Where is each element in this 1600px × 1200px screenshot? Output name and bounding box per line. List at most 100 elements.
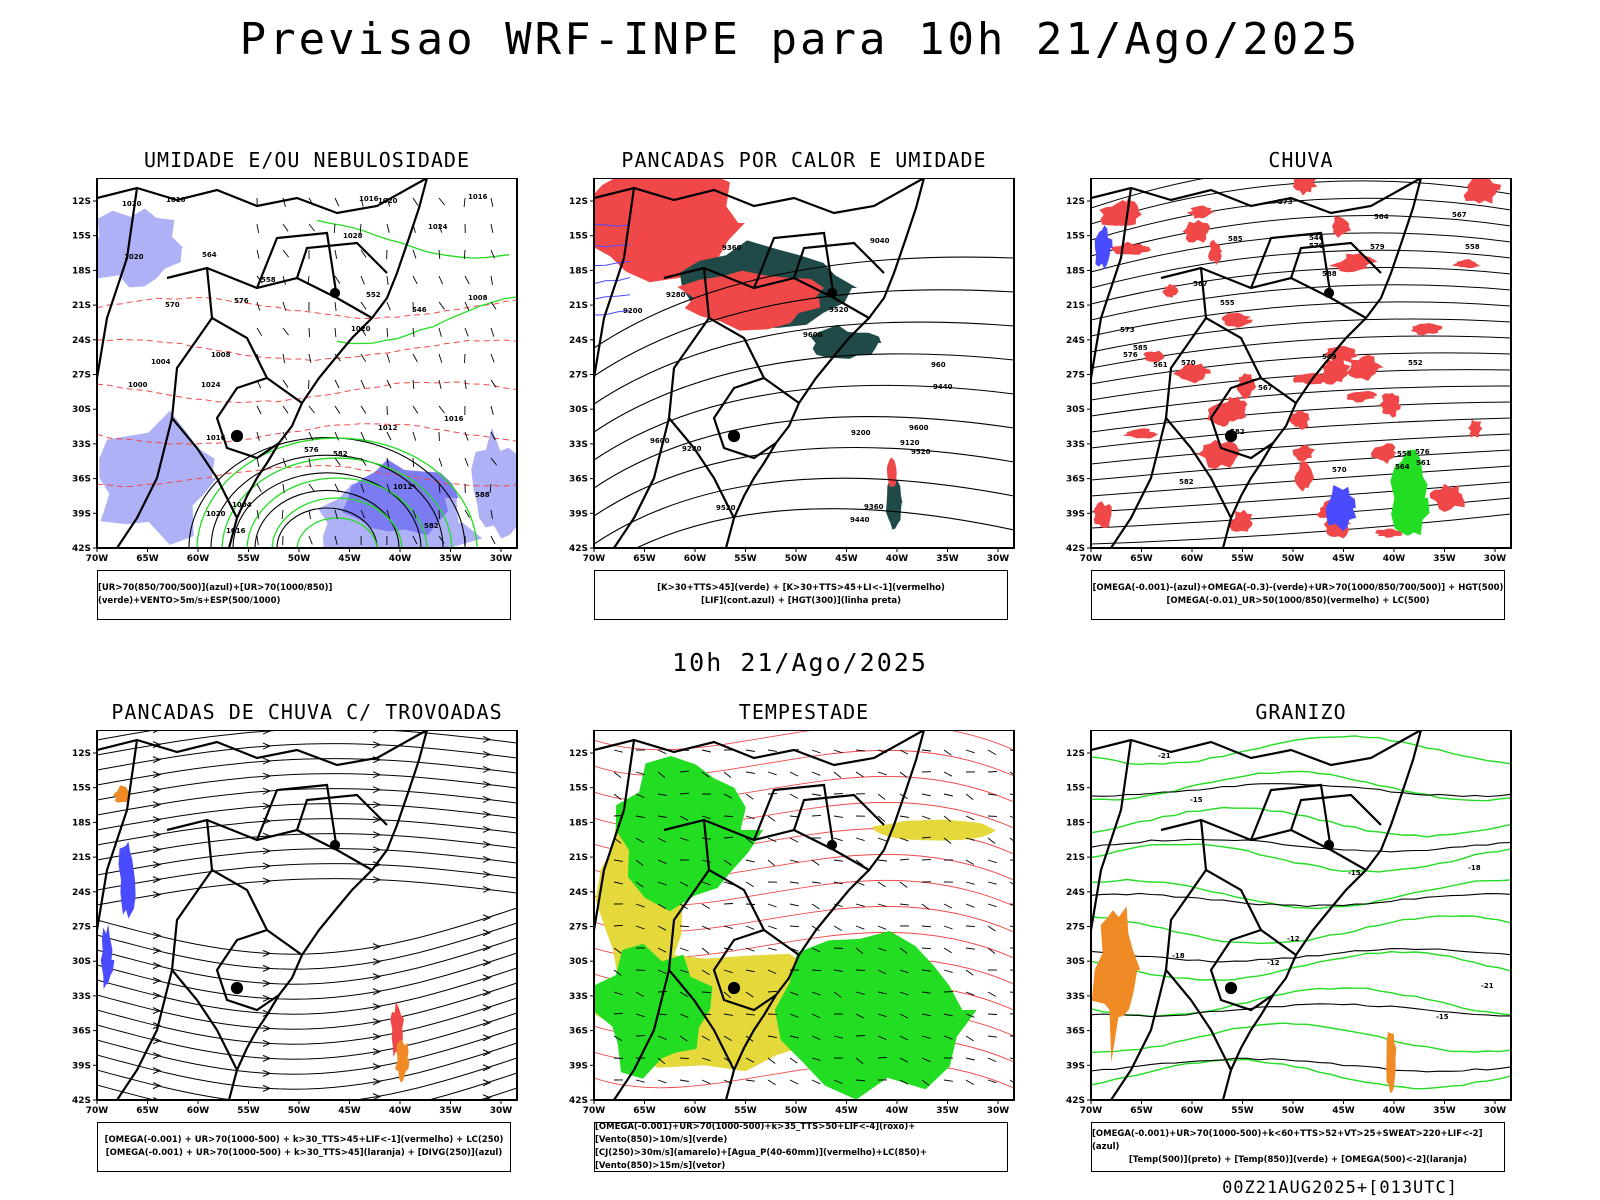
- wind-vector: [899, 1035, 909, 1041]
- lon-label: 60W: [684, 554, 707, 564]
- contour-label: 579: [1370, 243, 1385, 251]
- wind-vector: [657, 771, 666, 778]
- wind-vector: [613, 859, 623, 862]
- streamline-arrow: [482, 810, 492, 818]
- contour-label: -21: [1481, 982, 1494, 990]
- lake: [329, 839, 341, 851]
- border-line: [97, 730, 428, 767]
- shaded-area: [471, 427, 517, 539]
- border-line: [295, 241, 388, 279]
- streamline-arrow: [372, 846, 382, 854]
- wind-vector: [701, 815, 711, 820]
- wind-vector: [438, 405, 445, 414]
- lat-label: 30S: [569, 405, 588, 415]
- wind-vector: [745, 969, 755, 973]
- streamline-arrow: [262, 742, 272, 750]
- wind-vector: [855, 1013, 865, 1019]
- streamline: [97, 937, 517, 985]
- streamline-arrow: [152, 1097, 160, 1100]
- wind-vector: [723, 991, 732, 999]
- wind-vector: [745, 859, 755, 863]
- wind-vector: [745, 947, 755, 952]
- rain-area: [1467, 419, 1483, 438]
- green-contour: [196, 437, 478, 548]
- lon-label: 55W: [237, 1106, 260, 1116]
- wind-vector: [811, 881, 821, 884]
- divergence-area: [100, 923, 115, 990]
- lon-label: 40W: [886, 554, 909, 564]
- lat-label: 15S: [1066, 784, 1085, 794]
- wind-vector: [412, 509, 417, 519]
- rain-area: [1197, 439, 1240, 470]
- lake: [727, 981, 741, 995]
- height-contour: [594, 416, 1014, 489]
- lat-label: 12S: [569, 749, 588, 759]
- wind-vector: [877, 1013, 887, 1018]
- wind-vector: [657, 1035, 667, 1040]
- lat-label: 18S: [569, 818, 588, 828]
- wind-vector: [657, 837, 667, 843]
- contour-label: 546: [1309, 234, 1324, 242]
- wind-vector: [281, 509, 284, 520]
- lon-label: 45W: [338, 1106, 361, 1116]
- wind-vector: [701, 1035, 711, 1041]
- wind-vector: [1009, 969, 1014, 971]
- wind-vector: [811, 793, 821, 796]
- wind-vector: [282, 379, 289, 388]
- streamline-arrow: [262, 964, 272, 972]
- wind-vector: [723, 881, 733, 886]
- lon-label: 45W: [1332, 554, 1355, 564]
- wind-vector: [334, 301, 337, 311]
- contour-label: 9520: [716, 504, 736, 512]
- contour-label: 588: [475, 491, 490, 499]
- temp850-contour: [1091, 878, 1511, 910]
- wind-vector: [701, 1057, 711, 1062]
- lat-label: 24S: [1066, 336, 1085, 346]
- temp850-contour: [1091, 1022, 1511, 1054]
- legend-caption: [OMEGA(-0.001)+UR>70(1000-500)+k>35_TTS>…: [594, 1122, 1008, 1172]
- streamline-arrow: [262, 1054, 272, 1062]
- contour-label: 1016: [468, 193, 488, 201]
- wind-vector: [701, 947, 710, 954]
- wind-vector: [360, 509, 366, 519]
- border-line: [1091, 730, 1422, 767]
- rain-area: [1186, 205, 1216, 219]
- lon-label: 70W: [86, 1106, 109, 1116]
- wind-vector: [877, 1056, 888, 1059]
- temp850-contour: [1091, 950, 1511, 982]
- contour-label: 576: [1123, 351, 1138, 359]
- streamline-arrow: [152, 786, 162, 794]
- wind-vector: [811, 749, 821, 754]
- lat-label: 27S: [1066, 923, 1085, 933]
- temp500-contour: [1091, 783, 1511, 798]
- wind-vector: [943, 749, 952, 756]
- streamline: [594, 1061, 1014, 1089]
- lake: [826, 839, 838, 851]
- rain-area: [1452, 259, 1481, 269]
- lat-label: 39S: [1066, 1061, 1085, 1071]
- lon-label: 40W: [1383, 1106, 1406, 1116]
- lat-label: 15S: [72, 784, 91, 794]
- wind-vector: [767, 815, 776, 822]
- lat-label: 30S: [1066, 957, 1085, 967]
- wind-vector: [943, 947, 952, 954]
- streamline-arrow: [373, 1109, 380, 1115]
- wind-vector: [833, 881, 843, 885]
- wind-vector: [282, 483, 285, 493]
- streamline-arrow: [152, 831, 162, 839]
- streamline-arrow: [482, 1049, 492, 1057]
- legend-caption-line: [UR>70(850/700/500)](azul)+[UR>70(1000/8…: [98, 583, 333, 606]
- lat-label: 21S: [569, 853, 588, 863]
- wind-vector: [723, 925, 733, 930]
- streamline-arrow: [372, 1078, 382, 1086]
- political-borders: [1091, 730, 1423, 1100]
- wind-vector: [855, 859, 864, 866]
- wind-vector: [635, 793, 645, 798]
- wind-vector: [789, 903, 799, 907]
- map-layers: 9600 9520 9600 9600 9520 9440 9360 9280 9200 9520…: [594, 178, 1014, 548]
- wind-vector: [789, 793, 799, 799]
- temp500-contour: [1091, 1003, 1511, 1018]
- lat-label: 30S: [1066, 405, 1085, 415]
- legend-caption-line: [CJ(250)>30m/s](amarelo)+[Agua_P(40-60mm…: [595, 1148, 928, 1171]
- wind-vector: [811, 859, 820, 866]
